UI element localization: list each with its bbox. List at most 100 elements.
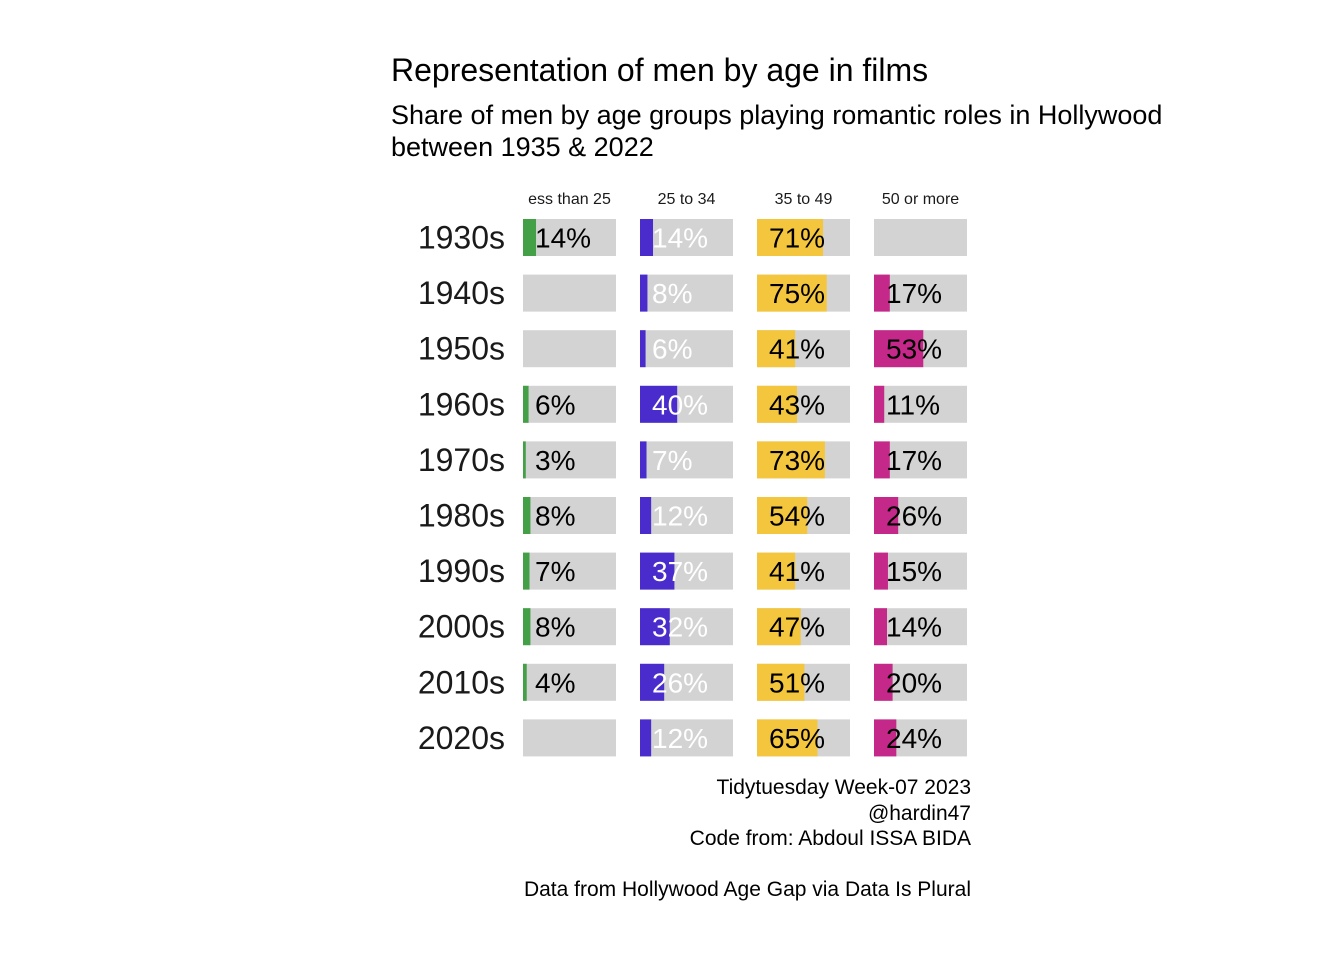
bar-1930s-2 <box>640 219 654 256</box>
bar-background-1940s-1 <box>523 274 616 312</box>
data-label-2010s-3: 51% <box>769 667 825 698</box>
data-label-1980s-2: 12% <box>652 501 708 532</box>
row-label-1980s: 1980s <box>418 498 505 534</box>
bar-1950s-2 <box>640 330 646 368</box>
data-label-2010s-2: 26% <box>652 667 708 698</box>
bar-background-1950s-1 <box>523 330 616 368</box>
data-label-1950s-2: 6% <box>652 334 692 365</box>
bar-2020s-3 <box>757 719 818 757</box>
data-label-1970s-2: 7% <box>652 445 692 476</box>
bar-1960s-1 <box>523 385 529 423</box>
bar-background-1970s-1 <box>523 441 616 479</box>
data-label-2000s-3: 47% <box>769 612 825 643</box>
bar-background-1960s-4 <box>874 385 967 423</box>
panel-header-1: ess than 25 <box>528 191 611 208</box>
row-label-1950s: 1950s <box>418 331 505 367</box>
data-label-1970s-4: 17% <box>886 445 942 476</box>
data-label-1930s-2: 14% <box>652 223 708 254</box>
data-label-1940s-3: 75% <box>769 278 825 309</box>
panel-header-2: 25 to 34 <box>658 191 716 208</box>
bar-background-1990s-1 <box>523 552 616 590</box>
bar-1990s-4 <box>874 552 888 590</box>
bar-1980s-1 <box>523 497 531 534</box>
bar-1930s-3 <box>757 219 824 256</box>
row-label-1990s: 1990s <box>418 553 505 589</box>
bar-2000s-2 <box>640 608 670 646</box>
chart-subtitle: Share of men by age groups playing roman… <box>391 100 1163 162</box>
data-label-1950s-4: 53% <box>886 334 942 365</box>
bar-background-2000s-4 <box>874 608 967 646</box>
bar-1960s-3 <box>757 385 797 423</box>
bar-background-2000s-1 <box>523 608 616 646</box>
data-label-2000s-4: 14% <box>886 612 942 643</box>
bar-2010s-1 <box>523 663 527 701</box>
bar-background-2020s-2 <box>640 719 733 757</box>
bar-background-1990s-4 <box>874 552 967 590</box>
data-label-1990s-1: 7% <box>535 556 575 587</box>
bar-background-1930s-4 <box>874 219 967 256</box>
bar-1990s-1 <box>523 552 530 590</box>
bar-background-2010s-1 <box>523 663 616 701</box>
bar-background-2020s-1 <box>523 719 616 757</box>
data-label-1960s-1: 6% <box>535 389 575 420</box>
bar-1960s-4 <box>874 385 885 423</box>
bar-1930s-1 <box>523 219 537 256</box>
caption-line-code: Code from: Abdoul ISSA BIDA <box>689 827 971 850</box>
data-label-1940s-2: 8% <box>652 278 692 309</box>
data-label-1990s-2: 37% <box>652 556 708 587</box>
data-label-2010s-1: 4% <box>535 667 575 698</box>
bar-2000s-4 <box>874 608 888 646</box>
bar-2020s-2 <box>640 719 652 757</box>
bar-1970s-4 <box>874 441 890 479</box>
data-label-1960s-4: 11% <box>886 389 940 420</box>
bar-2000s-3 <box>757 608 801 646</box>
data-label-1980s-4: 26% <box>886 501 942 532</box>
bar-1970s-2 <box>640 441 647 479</box>
data-label-2020s-3: 65% <box>769 723 825 754</box>
data-label-2020s-4: 24% <box>886 723 942 754</box>
panel-header-3: 35 to 49 <box>775 191 833 208</box>
data-label-1960s-2: 40% <box>652 389 708 420</box>
bar-1990s-3 <box>757 552 796 590</box>
data-label-1970s-1: 3% <box>535 445 575 476</box>
data-label-1940s-4: 17% <box>886 278 942 309</box>
bar-1950s-3 <box>757 330 796 368</box>
bar-2010s-2 <box>640 663 665 701</box>
bar-2010s-3 <box>757 663 805 701</box>
bar-1950s-4 <box>874 330 924 368</box>
bar-background-1980s-1 <box>523 497 616 534</box>
bar-1940s-2 <box>640 274 648 312</box>
caption-line-source: Tidytuesday Week-07 2023 <box>716 776 971 799</box>
bar-background-1950s-2 <box>640 330 733 368</box>
bar-background-1970s-2 <box>640 441 733 479</box>
bar-1970s-1 <box>523 441 526 479</box>
data-label-2000s-2: 32% <box>652 612 708 643</box>
data-label-1990s-4: 15% <box>886 556 942 587</box>
bar-background-1930s-1 <box>523 219 616 256</box>
data-label-2000s-1: 8% <box>535 612 575 643</box>
row-label-2000s: 2000s <box>418 609 505 645</box>
bar-2020s-4 <box>874 719 897 757</box>
bar-1960s-2 <box>640 385 678 423</box>
bar-1970s-3 <box>757 441 825 479</box>
data-label-1980s-3: 54% <box>769 501 825 532</box>
data-label-1930s-1: 14% <box>535 223 591 254</box>
caption-line-author: @hardin47 <box>867 801 971 825</box>
caption-line-data: Data from Hollywood Age Gap via Data Is … <box>523 877 971 901</box>
bar-1980s-4 <box>874 497 899 534</box>
row-label-2020s: 2020s <box>418 720 505 756</box>
bar-background-1960s-1 <box>523 385 616 423</box>
data-label-1990s-3: 41% <box>769 556 825 587</box>
row-label-1960s: 1960s <box>418 386 505 422</box>
row-label-2010s: 2010s <box>418 664 505 700</box>
panel-header-4: 50 or more <box>882 191 959 208</box>
bar-1980s-2 <box>640 497 652 534</box>
bar-background-1930s-2 <box>640 219 733 256</box>
data-label-1930s-3: 71% <box>769 223 825 254</box>
row-label-1940s: 1940s <box>418 275 505 311</box>
caption: Tidytuesday Week-07 2023 @hardin47 Code … <box>524 775 971 902</box>
bar-2010s-4 <box>874 663 893 701</box>
bar-1990s-2 <box>640 552 675 590</box>
bar-1940s-3 <box>757 274 827 312</box>
